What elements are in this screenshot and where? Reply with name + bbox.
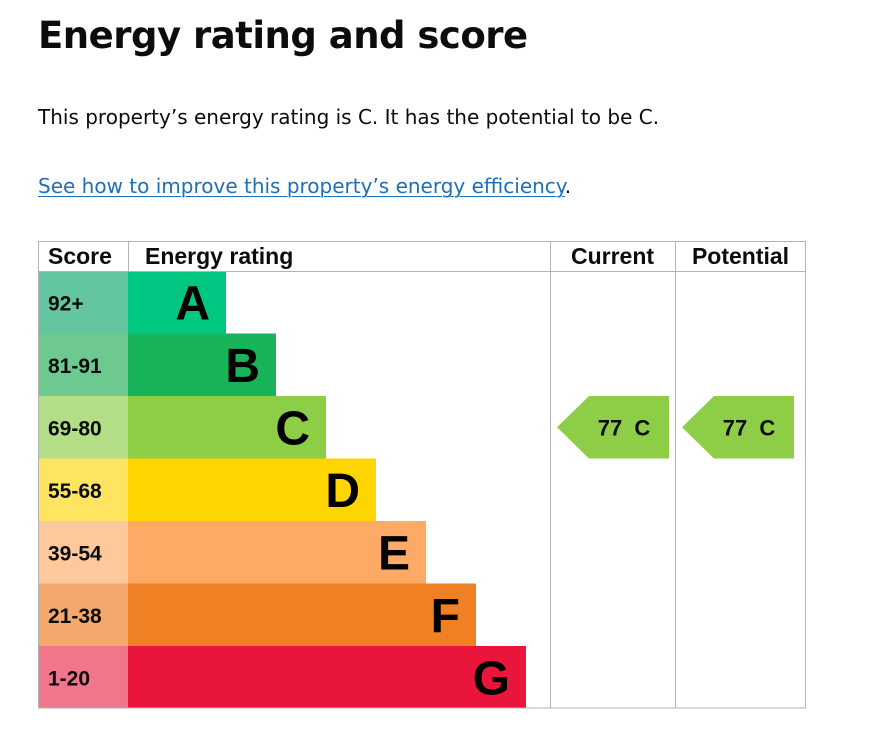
header-potential: Potential	[692, 243, 789, 269]
header-current: Current	[571, 243, 654, 269]
band-letter-b: B	[225, 340, 260, 393]
chart-border	[38, 241, 806, 709]
band-bar-c	[128, 396, 326, 459]
score-cell-d	[38, 458, 128, 521]
header-energy-rating: Energy rating	[145, 243, 293, 269]
link-suffix: .	[564, 174, 572, 198]
band-bar-a	[128, 271, 226, 334]
potential-rating-label: 77 C	[723, 415, 776, 440]
band-bar-e	[128, 521, 426, 584]
page-title: Energy rating and score	[38, 14, 528, 57]
score-cell-b	[38, 333, 128, 396]
score-range-c: 69-80	[48, 417, 102, 440]
current-arrow	[557, 396, 669, 459]
score-range-g: 1-20	[48, 667, 90, 690]
score-cell-e	[38, 521, 128, 584]
rating-summary: This property’s energy rating is C. It h…	[38, 105, 660, 129]
score-cell-c	[38, 396, 128, 459]
header-score: Score	[48, 243, 112, 269]
score-range-a: 92+	[48, 292, 84, 315]
improve-energy-efficiency-link[interactable]: See how to improve this property’s energ…	[38, 174, 565, 198]
band-bar-g	[128, 646, 526, 709]
band-letter-c: C	[275, 402, 310, 455]
band-bar-b	[128, 333, 276, 396]
band-letter-a: A	[175, 277, 210, 330]
current-rating-label: 77 C	[598, 415, 651, 440]
score-range-f: 21-38	[48, 605, 102, 628]
score-range-d: 55-68	[48, 480, 102, 503]
band-bar-f	[128, 583, 476, 646]
score-cell-g	[38, 646, 128, 709]
score-cell-f	[38, 583, 128, 646]
score-range-e: 39-54	[48, 542, 102, 565]
score-range-b: 81-91	[48, 355, 102, 378]
potential-arrow	[682, 396, 794, 459]
improve-paragraph: See how to improve this property’s energ…	[38, 174, 571, 198]
score-cell-a	[38, 271, 128, 334]
band-letter-f: F	[431, 590, 460, 643]
band-letter-d: D	[325, 465, 360, 518]
band-letter-g: G	[473, 652, 510, 705]
band-bar-d	[128, 458, 376, 521]
band-letter-e: E	[378, 527, 410, 580]
